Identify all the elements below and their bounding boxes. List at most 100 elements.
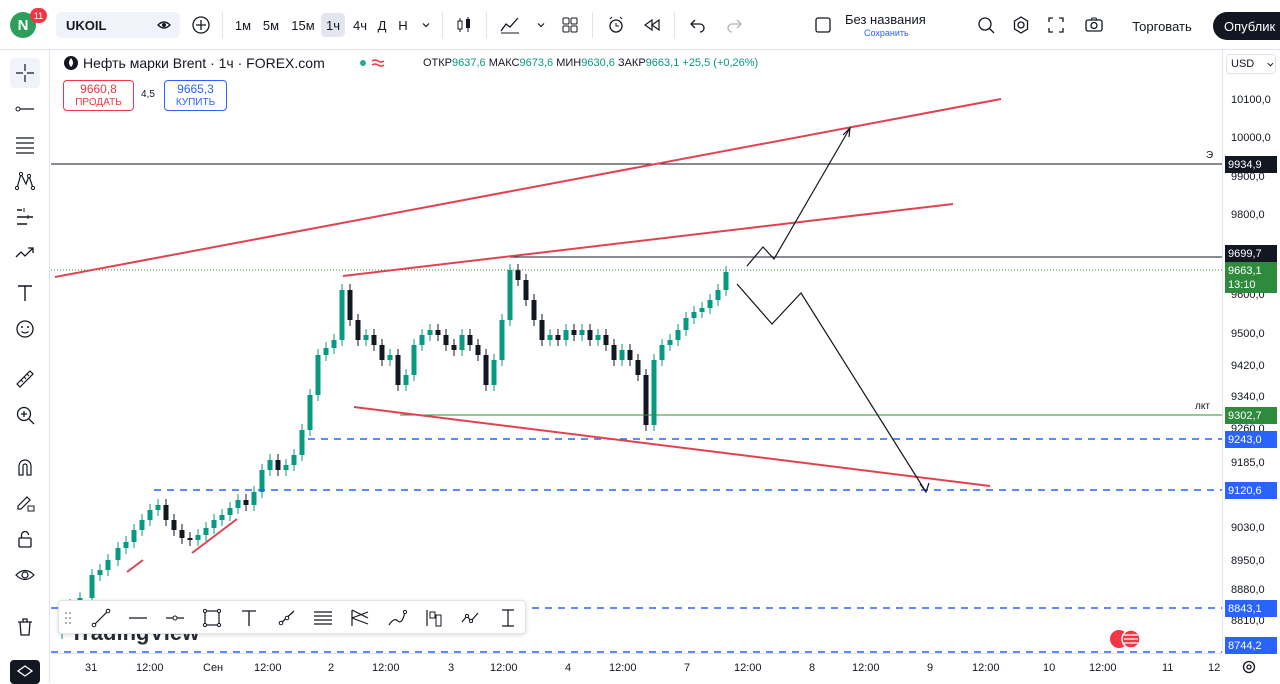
anchor-button[interactable] <box>496 606 520 630</box>
time-tick: 12:00 <box>136 662 164 674</box>
alert-button[interactable] <box>604 13 628 37</box>
magnet-tool[interactable] <box>10 452 40 482</box>
prediction-tool[interactable] <box>10 202 40 232</box>
compare-icon[interactable] <box>156 17 172 33</box>
timeframe-4h[interactable]: 4ч <box>352 17 367 33</box>
top-toolbar: N 11 UKOIL 1м 5м 15м 1ч 4ч Д Н <box>0 0 1280 50</box>
candle-body <box>403 375 409 385</box>
fullscreen-button[interactable] <box>1044 13 1068 37</box>
emoji-tool[interactable] <box>10 314 40 344</box>
ray-icon <box>278 610 295 626</box>
horizontal-line-icon <box>15 106 34 112</box>
remove-drawings-tool[interactable] <box>10 612 40 642</box>
fib-button[interactable] <box>311 606 335 630</box>
timeframe-1h[interactable]: 1ч <box>321 13 345 37</box>
candle-body <box>723 272 729 290</box>
candle-body <box>299 430 305 455</box>
zoom-tool[interactable] <box>10 400 40 430</box>
gear-icon <box>1242 660 1256 674</box>
layout-grid-button[interactable] <box>558 13 582 37</box>
hide-drawings-tool[interactable] <box>10 560 40 590</box>
timeframe-5m[interactable]: 5м <box>262 17 280 33</box>
timeframe-week[interactable]: Н <box>398 17 408 33</box>
symbol-search[interactable]: UKOIL <box>56 12 180 38</box>
replay-button[interactable] <box>640 13 664 37</box>
layout-toggle[interactable] <box>812 13 834 37</box>
candle-body <box>683 318 689 330</box>
text-button[interactable] <box>237 606 261 630</box>
price-axis[interactable]: 10100,0 10000,0 9900,0 9800,0 9600,0 950… <box>1222 50 1280 654</box>
trend-line <box>353 406 991 487</box>
spread-value: 4,5 <box>141 89 155 100</box>
publish-button[interactable]: Опублик <box>1213 12 1280 40</box>
event-tag: Э <box>1206 150 1214 161</box>
timeframe-dropdown[interactable] <box>418 13 434 37</box>
horizontal-line-button[interactable] <box>163 606 187 630</box>
brush-tool[interactable] <box>10 238 40 268</box>
trade-button[interactable]: Торговать <box>1132 18 1192 34</box>
time-tick: 2 <box>328 662 335 674</box>
horizontal-ray-button[interactable] <box>126 606 150 630</box>
chart-type-button[interactable] <box>452 13 476 37</box>
fib-tool[interactable] <box>10 130 40 160</box>
stay-in-drawing-tool[interactable] <box>10 488 40 518</box>
candle-body <box>363 335 369 340</box>
price-tick: 9800,0 <box>1231 209 1265 221</box>
snapshot-button[interactable] <box>1082 13 1106 37</box>
floating-drawing-toolbar <box>58 600 526 634</box>
add-symbol-button[interactable] <box>190 13 212 37</box>
buy-button[interactable]: 9665,3 КУПИТЬ <box>164 80 227 111</box>
measure-tool[interactable] <box>10 364 40 394</box>
candle-body <box>603 335 609 345</box>
forecast-button[interactable] <box>459 606 483 630</box>
layout-save-status[interactable]: Сохранить <box>864 28 909 38</box>
pitchfork-button[interactable] <box>348 606 372 630</box>
redo-button[interactable] <box>722 13 746 37</box>
candle-body <box>283 465 289 470</box>
rectangle-icon <box>202 608 222 628</box>
time-tick: 9 <box>927 662 934 674</box>
timeframe-1m[interactable]: 1м <box>234 17 252 33</box>
price-tick: 9900,0 <box>1231 171 1265 183</box>
plus-circle-icon <box>192 16 210 34</box>
candle-body <box>171 520 177 530</box>
candle-body <box>203 528 209 535</box>
camera-icon <box>1085 17 1103 32</box>
instrument-title[interactable]: Нефть марки Brent · 1ч · FOREX.com <box>83 55 325 71</box>
price-chart[interactable] <box>51 50 1222 653</box>
rectangle-button[interactable] <box>200 606 224 630</box>
sell-button[interactable]: 9660,8 ПРОДАТЬ <box>63 80 134 111</box>
trend-line-button[interactable] <box>89 606 113 630</box>
market-status-icon[interactable] <box>354 55 391 71</box>
candle-body <box>155 505 161 510</box>
indicators-button[interactable] <box>498 13 522 37</box>
pattern-tool[interactable] <box>10 166 40 196</box>
lock-drawings-tool[interactable] <box>10 524 40 554</box>
candle-body <box>579 330 585 335</box>
news-flags-icon[interactable] <box>1108 628 1142 650</box>
time-axis[interactable]: 31 12:00 Сен 12:00 2 12:00 3 12:00 4 12:… <box>51 653 1222 683</box>
object-tree-button[interactable] <box>10 660 40 684</box>
candle-body <box>595 335 601 340</box>
candle-body <box>467 335 473 345</box>
timeframe-15m[interactable]: 15м <box>291 17 315 33</box>
brush-button[interactable] <box>385 606 409 630</box>
indicators-dropdown[interactable] <box>534 13 548 37</box>
symbol-name: UKOIL <box>66 17 107 33</box>
text-tool[interactable] <box>10 278 40 308</box>
settings-button[interactable] <box>1009 13 1033 37</box>
layout-name[interactable]: Без названия <box>845 12 926 27</box>
undo-button[interactable] <box>686 13 710 37</box>
long-position-button[interactable] <box>422 606 446 630</box>
layers-icon <box>16 665 34 677</box>
trend-line-tool[interactable] <box>10 94 40 124</box>
horizontal-line-icon <box>129 617 147 619</box>
timeframe-day[interactable]: Д <box>377 17 387 33</box>
crosshair-tool[interactable] <box>10 58 40 88</box>
currency-select[interactable]: USD <box>1226 54 1276 74</box>
drag-handle[interactable] <box>61 606 75 630</box>
candle-body <box>227 508 233 515</box>
axis-settings-button[interactable] <box>1241 659 1257 680</box>
ray-button[interactable] <box>274 606 298 630</box>
quick-search-button[interactable] <box>974 13 998 37</box>
